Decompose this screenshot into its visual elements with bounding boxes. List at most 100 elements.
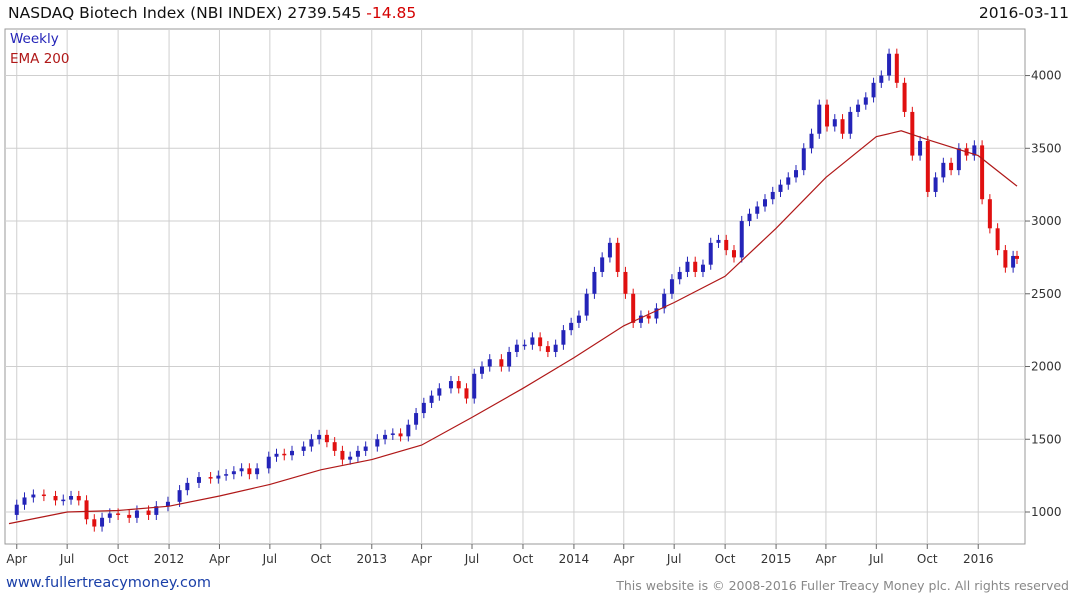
- x-tick-label: Jul: [464, 552, 479, 566]
- legend-weekly: Weekly: [10, 31, 59, 47]
- weekly-bar-body: [363, 446, 368, 451]
- weekly-bar-body: [894, 53, 899, 83]
- weekly-bar-body: [247, 468, 252, 475]
- weekly-bar-body: [1015, 255, 1019, 259]
- weekly-bar-body: [487, 359, 492, 367]
- weekly-bar-body: [724, 239, 729, 251]
- x-tick-label: 2016: [963, 552, 994, 566]
- weekly-bar-body: [398, 433, 403, 437]
- weekly-bar-body: [266, 456, 271, 469]
- y-tick-label: 2500: [1031, 287, 1062, 301]
- weekly-bar-body: [239, 468, 244, 472]
- weekly-bar-body: [464, 388, 469, 399]
- y-tick-label: 1500: [1031, 432, 1062, 446]
- weekly-bar-body: [332, 442, 337, 451]
- weekly-bar-body: [76, 495, 81, 501]
- weekly-bar-body: [324, 434, 329, 443]
- x-tick-label: 2013: [356, 552, 387, 566]
- weekly-bar-body: [941, 162, 946, 178]
- weekly-bar-body: [794, 170, 799, 178]
- weekly-bar-body: [437, 388, 442, 396]
- weekly-bar-body: [801, 148, 806, 171]
- weekly-bar-body: [14, 504, 19, 515]
- weekly-bar-body: [545, 346, 550, 352]
- grid: [5, 29, 1030, 549]
- weekly-bar-body: [693, 261, 698, 272]
- weekly-bar-body: [615, 242, 620, 272]
- weekly-bar-body: [631, 293, 636, 323]
- weekly-bar-body: [786, 177, 791, 185]
- plot-area: [4, 28, 1026, 545]
- y-tick-label: 1000: [1031, 505, 1062, 519]
- x-tick-label: Oct: [108, 552, 129, 566]
- weekly-bar-body: [448, 381, 453, 389]
- weekly-bar-body: [390, 433, 395, 435]
- weekly-bar-body: [165, 501, 170, 507]
- weekly-bar-body: [255, 468, 260, 475]
- weekly-bar-body: [840, 119, 845, 134]
- weekly-bar-body: [887, 53, 892, 76]
- x-tick-label: 2014: [559, 552, 590, 566]
- x-tick-label: 2012: [154, 552, 185, 566]
- weekly-bar-body: [348, 456, 353, 460]
- weekly-bar-body: [41, 494, 46, 497]
- weekly-bar-body: [116, 513, 121, 515]
- weekly-bar-body: [22, 497, 27, 505]
- x-tick-label: Apr: [411, 552, 432, 566]
- copyright-text: This website is © 2008-2016 Fuller Treac…: [616, 578, 1069, 593]
- weekly-bar-body: [317, 434, 322, 440]
- weekly-bar-body: [592, 271, 597, 294]
- weekly-bar-body: [825, 104, 830, 127]
- weekly-bar-body: [654, 308, 659, 319]
- weekly-bar-body: [972, 145, 977, 156]
- ema-200-line: [8, 130, 1018, 525]
- weekly-bar-body: [84, 500, 89, 520]
- weekly-bar-body: [755, 206, 760, 214]
- weekly-bar-body: [290, 450, 295, 456]
- weekly-bar-body: [716, 239, 721, 243]
- weekly-bar-body: [107, 513, 112, 518]
- weekly-bar-body: [421, 402, 426, 414]
- weekly-bar-body: [282, 453, 287, 456]
- weekly-bar-body: [514, 344, 519, 352]
- weekly-bar-body: [607, 242, 612, 258]
- weekly-bar-body: [479, 366, 484, 374]
- site-link[interactable]: www.fullertreacymoney.com: [6, 575, 211, 591]
- weekly-bar-body: [383, 434, 388, 440]
- weekly-bar-body: [956, 148, 961, 171]
- x-tick-label: 2015: [761, 552, 792, 566]
- weekly-bar-body: [301, 446, 306, 451]
- weekly-bar-body: [216, 475, 221, 479]
- weekly-bar-body: [355, 450, 360, 457]
- x-tick-label: Jul: [868, 552, 883, 566]
- weekly-bar-body: [553, 344, 558, 352]
- weekly-bar-body: [61, 499, 66, 502]
- weekly-bar-body: [980, 145, 985, 200]
- weekly-bar-body: [731, 250, 736, 258]
- x-tick-label: Oct: [917, 552, 938, 566]
- weekly-bar-body: [406, 424, 411, 437]
- weekly-bar-body: [817, 104, 822, 134]
- chart-price: 2739.545: [287, 4, 362, 22]
- weekly-bar-body: [100, 517, 105, 527]
- weekly-bar-body: [708, 242, 713, 265]
- weekly-bar-body: [770, 191, 775, 200]
- weekly-bar-body: [879, 75, 884, 83]
- weekly-bar-body: [669, 279, 674, 294]
- y-tick-label: 3000: [1031, 214, 1062, 228]
- weekly-bar-body: [224, 474, 229, 476]
- weekly-bar-body: [646, 315, 651, 319]
- weekly-bar-body: [146, 510, 151, 515]
- weekly-bar-body: [856, 104, 861, 112]
- weekly-bars: [14, 48, 1019, 532]
- weekly-bar-body: [231, 471, 236, 475]
- tick-labels: 1000 1500 2000 2500 3000 3500 4000 Apr Jul Oct 201…: [6, 69, 1061, 566]
- weekly-bar-body: [739, 221, 744, 258]
- weekly-bar-body: [871, 82, 876, 98]
- weekly-bar-body: [134, 510, 139, 518]
- weekly-bar-body: [1011, 255, 1016, 268]
- weekly-bar-body: [623, 271, 628, 294]
- weekly-bar-body: [763, 199, 767, 207]
- legend-ema: EMA 200: [10, 51, 70, 67]
- chart-change: -14.85: [366, 4, 417, 22]
